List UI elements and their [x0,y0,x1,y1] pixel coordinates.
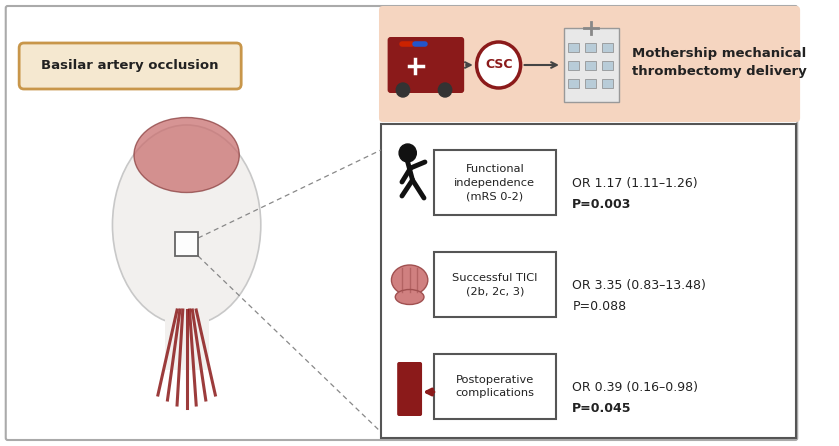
FancyBboxPatch shape [434,354,556,419]
FancyBboxPatch shape [567,43,579,52]
Text: Postoperative
complications: Postoperative complications [456,375,534,398]
FancyBboxPatch shape [434,150,556,215]
Text: P=0.088: P=0.088 [572,300,627,313]
Text: OR 0.39 (0.16–0.98): OR 0.39 (0.16–0.98) [572,381,698,395]
Circle shape [399,144,416,162]
Ellipse shape [112,125,261,325]
FancyBboxPatch shape [164,295,209,370]
Text: OR 3.35 (0.83–13.48): OR 3.35 (0.83–13.48) [572,280,706,293]
FancyBboxPatch shape [567,79,579,88]
FancyBboxPatch shape [19,43,241,89]
Ellipse shape [392,265,428,295]
Text: Basilar artery occlusion: Basilar artery occlusion [41,59,219,73]
FancyBboxPatch shape [388,37,464,93]
FancyBboxPatch shape [6,6,797,440]
Circle shape [396,83,409,97]
Text: CSC: CSC [485,58,513,71]
FancyBboxPatch shape [602,43,613,52]
FancyBboxPatch shape [397,362,422,416]
Circle shape [438,83,451,97]
FancyBboxPatch shape [567,61,579,70]
FancyBboxPatch shape [379,6,800,122]
FancyBboxPatch shape [585,79,597,88]
Text: Mothership mechanical
thrombectomy delivery: Mothership mechanical thrombectomy deliv… [632,46,806,78]
FancyBboxPatch shape [585,61,597,70]
FancyBboxPatch shape [175,232,198,256]
FancyBboxPatch shape [564,28,619,102]
FancyBboxPatch shape [434,252,556,317]
Ellipse shape [395,289,424,305]
Text: Successful TICI
(2b, 2c, 3): Successful TICI (2b, 2c, 3) [452,273,538,296]
FancyBboxPatch shape [585,43,597,52]
Text: P=0.045: P=0.045 [572,401,632,414]
Text: OR 1.17 (1.11–1.26): OR 1.17 (1.11–1.26) [572,178,698,190]
FancyBboxPatch shape [381,124,796,438]
Text: Functional
independence
(mRS 0-2): Functional independence (mRS 0-2) [454,164,535,201]
Ellipse shape [134,117,239,193]
FancyBboxPatch shape [602,79,613,88]
Circle shape [477,42,521,88]
Text: P=0.003: P=0.003 [572,198,632,211]
FancyBboxPatch shape [602,61,613,70]
